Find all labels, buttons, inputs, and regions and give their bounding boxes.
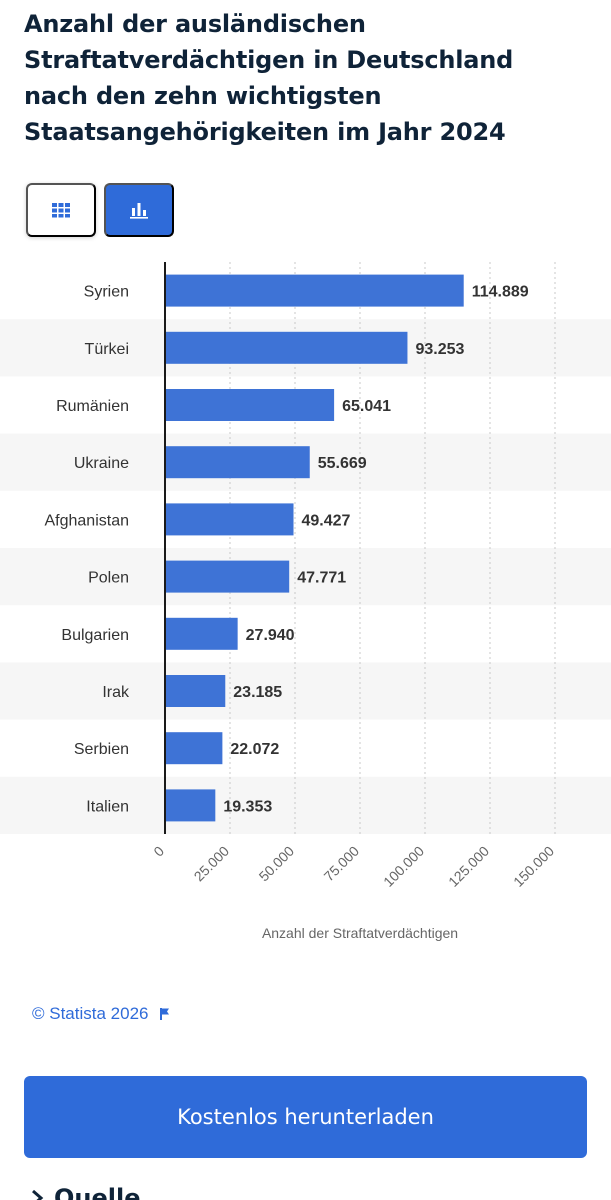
value-label: 114.889 — [472, 284, 529, 301]
category-label: Bulgarien — [61, 627, 129, 644]
tick-label: 50.000 — [256, 843, 298, 885]
tick-label: 25.000 — [191, 843, 233, 885]
flag-icon — [159, 1008, 169, 1020]
tick-label: 150.000 — [510, 843, 557, 890]
row-stripe — [0, 776, 611, 834]
category-label: Italien — [86, 798, 129, 815]
category-label: Rumänien — [56, 398, 129, 415]
bar-chart: Syrien 114.889 Türkei 93.253 Rumänien 65.041 U… — [0, 250, 611, 950]
category-label: Irak — [102, 684, 130, 701]
category-label: Türkei — [85, 341, 129, 358]
bar — [165, 331, 408, 364]
chart-title: Anzahl der ausländischen Straftatverdäch… — [24, 10, 514, 146]
download-button[interactable]: Kostenlos herunterladen — [24, 1076, 587, 1158]
x-axis-title: Anzahl der Straftatverdächtigen — [262, 925, 458, 941]
source-heading[interactable]: Quelle — [30, 1184, 141, 1200]
bar — [165, 503, 294, 536]
value-label: 47.771 — [297, 570, 346, 587]
value-label: 22.072 — [230, 741, 279, 758]
bar — [165, 675, 226, 707]
row-stripe — [0, 548, 611, 606]
value-label: 19.353 — [223, 798, 272, 815]
tick-label: 100.000 — [380, 843, 427, 890]
bar — [165, 274, 464, 307]
source-heading-label: Quelle — [54, 1184, 141, 1200]
bar — [165, 446, 310, 479]
grid-icon — [52, 203, 70, 218]
bar — [165, 732, 223, 765]
category-label: Serbien — [74, 741, 129, 758]
copyright-link[interactable]: © Statista 2026 — [32, 1004, 171, 1024]
bar — [165, 789, 216, 822]
row-stripe — [0, 662, 611, 720]
category-label: Ukraine — [74, 455, 129, 472]
bar — [165, 389, 335, 421]
bar-chart-icon — [130, 203, 148, 219]
bar-chart-svg: Syrien 114.889 Türkei 93.253 Rumänien 65.041 U… — [0, 262, 611, 941]
copyright-text: © Statista 2026 — [32, 1004, 149, 1023]
value-label: 27.940 — [246, 627, 295, 644]
tick-label: 125.000 — [445, 843, 492, 890]
bar — [165, 560, 290, 593]
value-label: 93.253 — [415, 341, 464, 358]
value-label: 65.041 — [342, 398, 391, 415]
table-view-button[interactable] — [26, 183, 96, 237]
tick-label: 75.000 — [321, 843, 363, 885]
chart-view-button[interactable] — [104, 183, 174, 237]
tick-label: 0 — [150, 843, 167, 860]
category-label: Syrien — [84, 284, 129, 301]
value-label: 23.185 — [233, 684, 282, 701]
category-label: Afghanistan — [44, 512, 129, 529]
bar — [165, 617, 238, 650]
category-label: Polen — [88, 570, 129, 587]
value-label: 49.427 — [302, 512, 351, 529]
chevron-right-icon — [32, 1189, 44, 1200]
value-label: 55.669 — [318, 455, 367, 472]
view-toggle — [26, 183, 174, 237]
